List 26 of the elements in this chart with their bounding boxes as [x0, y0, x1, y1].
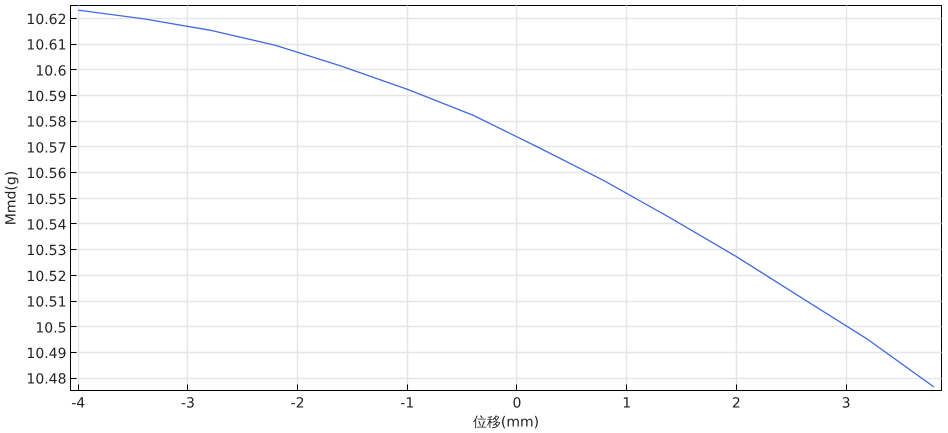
y-tick-label: 10.54: [26, 217, 67, 234]
y-tick-label: 10.56: [26, 166, 67, 182]
x-tick-label: -4: [71, 396, 86, 412]
y-tick-label: 10.58: [26, 114, 67, 131]
x-tick-label: 3: [842, 396, 851, 412]
x-tick-label: 2: [732, 396, 741, 412]
x-tick-label: 1: [622, 396, 632, 412]
line-series: [78, 9, 934, 388]
x-tick-label: -2: [290, 396, 305, 412]
y-tick-label: 10.48: [26, 372, 67, 388]
y-tick-label: 10.57: [26, 140, 67, 156]
x-tick-label: -1: [400, 396, 414, 412]
y-tick-label: 10.6: [35, 63, 67, 80]
y-tick-label: 10.5: [35, 320, 66, 336]
x-tick-label: -3: [180, 396, 195, 412]
y-tick-label: 10.55: [26, 192, 67, 208]
y-tick-label: 10.51: [26, 294, 67, 311]
y-tick-label: 10.53: [26, 243, 67, 260]
y-axis-title: Mmd(g): [3, 170, 20, 226]
x-axis-title: 位移(mm): [472, 414, 540, 430]
x-tick-label: 0: [512, 396, 522, 412]
y-tick-label: 10.52: [26, 268, 67, 285]
y-tick-label: 10.49: [26, 346, 67, 362]
y-tick-label: 10.61: [26, 38, 67, 54]
y-tick-label: 10.62: [26, 12, 67, 28]
y-tick-label: 10.59: [26, 88, 67, 105]
